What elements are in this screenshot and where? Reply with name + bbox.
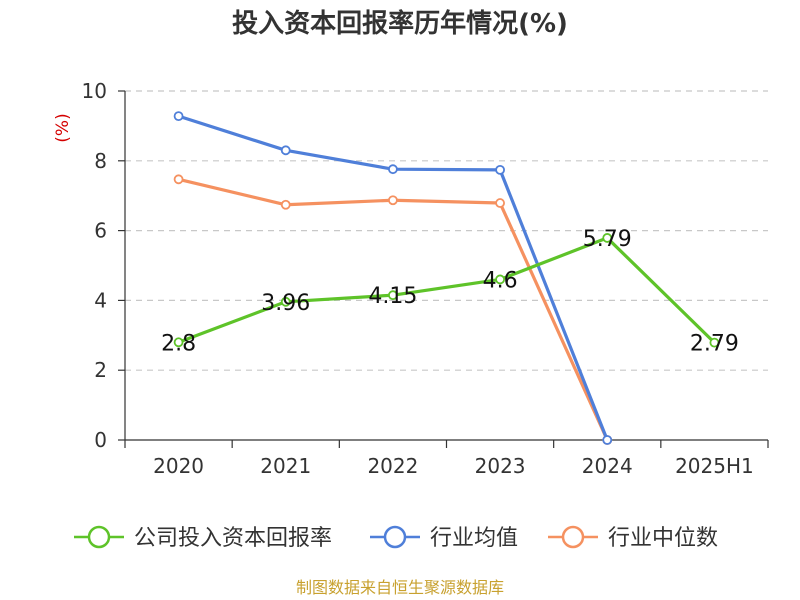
data-point xyxy=(602,435,613,445)
x-tick-label: 2021 xyxy=(260,454,311,478)
data-label: 2.8 xyxy=(161,331,196,356)
data-point xyxy=(280,296,291,307)
legend-label: 公司投入资本回报率 xyxy=(134,526,332,551)
data-point xyxy=(280,145,291,156)
data-point xyxy=(709,337,720,348)
legend-label: 行业中位数 xyxy=(608,526,718,551)
grid-lines xyxy=(125,90,768,371)
data-point xyxy=(602,233,613,243)
y-tick-label: 4 xyxy=(94,288,107,312)
data-point xyxy=(388,195,398,206)
series-lines xyxy=(173,111,720,445)
y-tick-label: 10 xyxy=(82,79,107,103)
y-tick-label: 0 xyxy=(94,428,107,452)
data-point xyxy=(173,111,184,122)
x-tick-label: 2022 xyxy=(367,454,418,478)
y-tick-label: 2 xyxy=(94,358,107,382)
source-note: 制图数据来自恒生聚源数据库 xyxy=(296,578,504,597)
data-point xyxy=(280,199,291,210)
axes: 0 2 4 6 8 10 2020 2021 2022 2023 2024 2025H1 xyxy=(82,79,769,478)
legend-marker xyxy=(561,525,585,549)
series-line-2 xyxy=(178,177,609,441)
legend-marker xyxy=(87,525,111,549)
chart-title: 投入资本回报率历年情况(%) xyxy=(232,8,568,39)
y-tick-label: 6 xyxy=(94,219,107,243)
y-axis-label: (%) xyxy=(53,113,73,142)
data-label: 4.15 xyxy=(368,284,417,309)
legend-label: 行业均值 xyxy=(430,526,518,551)
data-point xyxy=(173,174,184,185)
data-point xyxy=(388,290,398,301)
legend: 公司投入资本回报率 行业均值 行业中位数 xyxy=(74,525,718,551)
data-point xyxy=(495,274,505,285)
y-tick-label: 8 xyxy=(94,149,107,173)
legend-marker xyxy=(383,525,407,549)
data-label: 3.96 xyxy=(261,291,310,316)
data-label: 5.79 xyxy=(583,227,632,252)
x-tick-label: 2024 xyxy=(582,454,633,478)
series-line-0 xyxy=(178,236,716,344)
x-tick-label: 2020 xyxy=(153,454,204,478)
x-tick-label: 2023 xyxy=(475,454,526,478)
data-point xyxy=(388,164,398,175)
data-point xyxy=(495,164,505,175)
data-label: 2.79 xyxy=(690,332,739,357)
data-labels: 2.8 3.96 4.15 4.6 5.79 2.79 xyxy=(161,227,739,357)
data-point xyxy=(495,198,505,208)
data-label: 4.6 xyxy=(483,268,518,293)
data-point xyxy=(173,337,184,348)
x-tick-label: 2025H1 xyxy=(675,454,754,478)
